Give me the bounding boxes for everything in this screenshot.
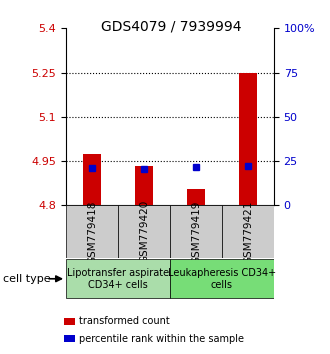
Bar [66, 205, 118, 258]
Bar [83, 154, 101, 205]
Bar [64, 336, 75, 343]
Text: cell type: cell type [3, 274, 51, 284]
Text: Leukapheresis CD34+
cells: Leukapheresis CD34+ cells [168, 268, 276, 290]
Bar [170, 205, 222, 258]
Bar [135, 166, 153, 205]
Text: transformed count: transformed count [79, 316, 170, 326]
Bar [222, 205, 274, 258]
Bar [118, 205, 170, 258]
Text: GSM779421: GSM779421 [243, 200, 253, 264]
Text: GDS4079 / 7939994: GDS4079 / 7939994 [101, 19, 242, 34]
Bar [170, 259, 274, 298]
Bar [66, 259, 170, 298]
Bar [64, 318, 75, 325]
Text: GSM779420: GSM779420 [139, 200, 149, 263]
Text: GSM779418: GSM779418 [87, 200, 97, 264]
Text: GSM779419: GSM779419 [191, 200, 201, 264]
Text: percentile rank within the sample: percentile rank within the sample [79, 334, 244, 344]
Bar [187, 189, 205, 205]
Text: Lipotransfer aspirate
CD34+ cells: Lipotransfer aspirate CD34+ cells [67, 268, 169, 290]
Bar [239, 73, 257, 205]
